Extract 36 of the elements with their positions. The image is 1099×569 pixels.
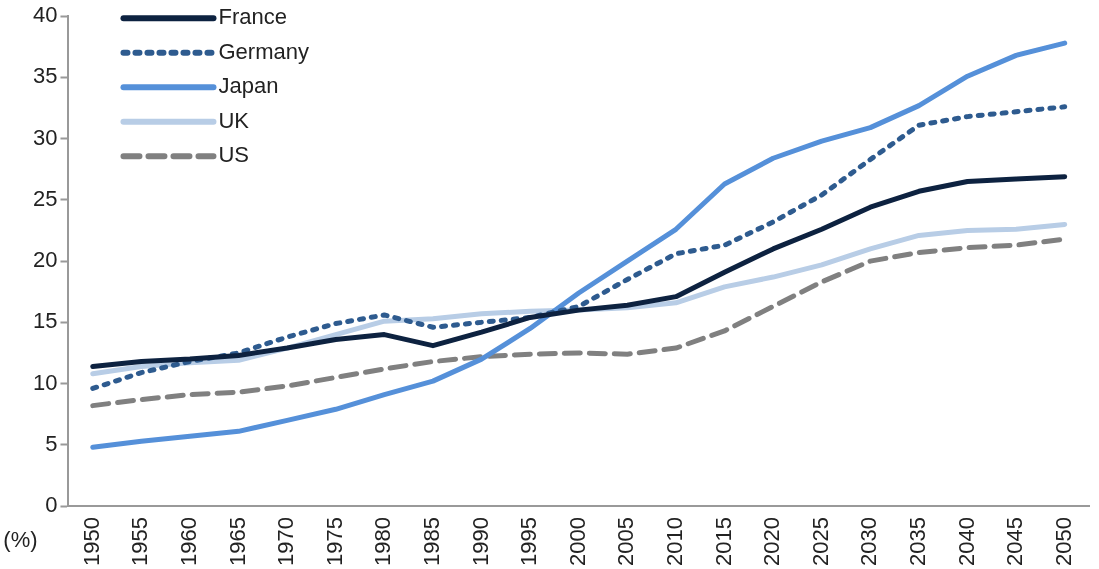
x-tick-label: 1980 [370,517,396,567]
y-tick-label: 25 [32,185,58,211]
y-tick-label: 0 [45,492,58,518]
legend-label: Germany [218,38,309,64]
y-tick-label: 35 [32,63,58,89]
x-tick-label: 2000 [564,517,590,567]
y-axis-title: (%) [3,527,38,553]
x-tick-label: 2035 [904,517,930,567]
y-tick-label: 30 [32,124,58,150]
y-tick-label: 20 [32,247,58,273]
y-tick-label: 15 [32,308,58,334]
x-tick-label: 1975 [321,517,347,567]
y-tick-label: 40 [32,2,58,28]
legend-label: Japan [218,73,279,99]
y-tick-label: 5 [45,430,58,456]
x-tick-label: 2025 [807,517,833,567]
x-tick-label: 1990 [467,517,493,567]
y-tick-label: 10 [32,369,58,395]
x-tick-label: 2005 [613,517,639,567]
x-tick-label: 1950 [78,517,104,567]
x-tick-label: 1995 [516,517,542,567]
legend-label: US [218,142,250,168]
legend-label: France [218,4,287,30]
x-tick-label: 1970 [273,517,299,567]
x-tick-label: 2050 [1050,517,1076,567]
x-tick-label: 2015 [710,517,736,567]
x-tick-label: 1960 [176,517,202,567]
x-tick-label: 1985 [419,517,445,567]
x-tick-label: 1965 [224,517,250,567]
x-tick-label: 2045 [1002,517,1028,567]
x-tick-label: 1955 [127,517,153,567]
x-tick-label: 2010 [661,517,687,567]
x-tick-label: 2040 [953,517,979,567]
x-tick-label: 2020 [759,517,785,567]
x-tick-label: 2030 [856,517,882,567]
legend-label: UK [218,107,250,133]
